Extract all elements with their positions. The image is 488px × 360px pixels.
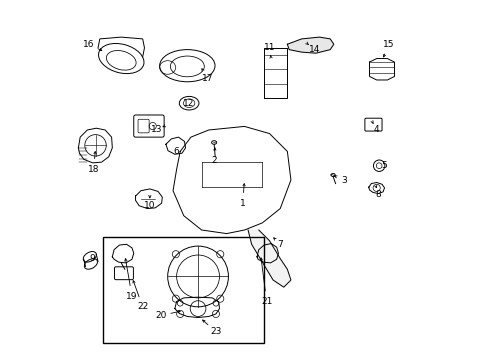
Text: 13: 13 bbox=[150, 126, 162, 135]
Text: 6: 6 bbox=[173, 147, 179, 156]
Text: 12: 12 bbox=[183, 99, 194, 108]
Text: 23: 23 bbox=[210, 327, 221, 336]
Text: 11: 11 bbox=[263, 43, 275, 52]
Text: 7: 7 bbox=[277, 240, 283, 249]
Text: 18: 18 bbox=[88, 165, 99, 174]
Text: 1: 1 bbox=[239, 199, 245, 208]
Text: 19: 19 bbox=[126, 292, 138, 301]
Text: 10: 10 bbox=[144, 201, 155, 210]
Polygon shape bbox=[247, 230, 290, 287]
Text: 3: 3 bbox=[341, 176, 346, 185]
Text: 16: 16 bbox=[82, 40, 94, 49]
Text: 20: 20 bbox=[155, 311, 166, 320]
Text: 15: 15 bbox=[383, 40, 394, 49]
Text: 22: 22 bbox=[137, 302, 148, 311]
Text: 2: 2 bbox=[211, 156, 217, 165]
Text: 4: 4 bbox=[373, 126, 379, 135]
Text: 14: 14 bbox=[308, 45, 319, 54]
Text: 5: 5 bbox=[380, 161, 386, 170]
Text: 8: 8 bbox=[375, 190, 381, 199]
Bar bbox=[103, 237, 264, 342]
Polygon shape bbox=[287, 37, 333, 53]
Text: 9: 9 bbox=[90, 254, 95, 263]
Text: 21: 21 bbox=[261, 297, 272, 306]
Text: 17: 17 bbox=[202, 74, 213, 83]
